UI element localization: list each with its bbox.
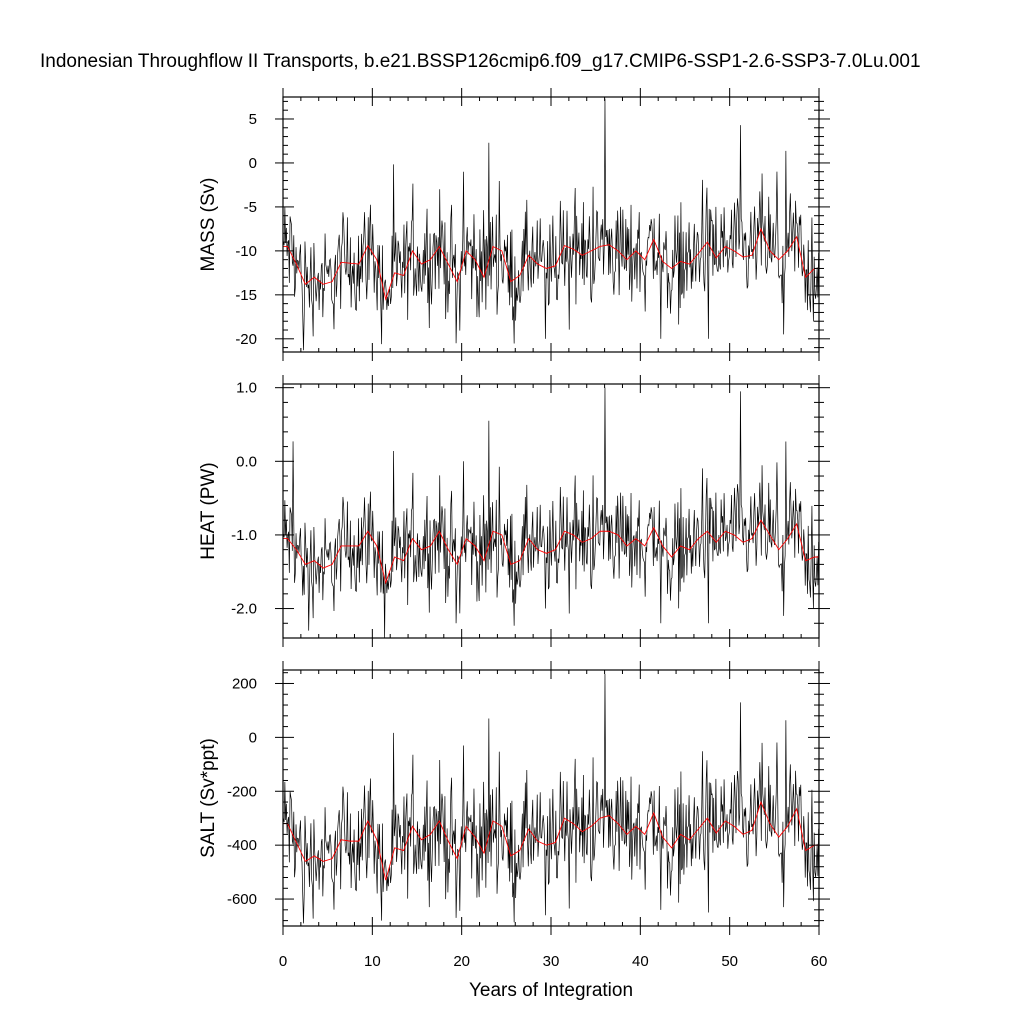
ytick-label-mass: 0 [249, 155, 257, 172]
ytick-label-heat: -2.0 [231, 601, 257, 618]
series-annual-mean-salt [283, 800, 819, 881]
xtick-label: 50 [721, 953, 738, 970]
xtick-label: 10 [364, 953, 381, 970]
ytick-label-salt: -200 [227, 783, 257, 800]
series-monthly-mass [283, 98, 819, 351]
series-annual-mean-mass [283, 227, 819, 301]
x-axis-label: Years of Integration [469, 980, 633, 1001]
panel-mass: 5 0 -5 -10 -15 -20 MASS (Sv) [198, 88, 830, 361]
xtick-label: 60 [811, 953, 828, 970]
ytick-label-salt: -400 [227, 837, 257, 854]
y-axis-label-salt: SALT (Sv*ppt) [198, 738, 219, 858]
ytick-label-heat: 0.0 [236, 453, 257, 470]
xtick-label: 40 [632, 953, 649, 970]
series-monthly-salt [283, 674, 819, 924]
ytick-label-salt: -600 [227, 891, 257, 908]
panel-salt: 200 0 -200 -400 -600 SALT (Sv*ppt) 0 10 20 30 40 50… [198, 661, 830, 970]
ytick-label-mass: -20 [235, 331, 257, 348]
ytick-label-salt: 0 [249, 729, 257, 746]
xtick-label: 20 [453, 953, 470, 970]
series-monthly-heat [283, 387, 819, 638]
ytick-label-mass: -5 [244, 199, 257, 216]
ytick-label-salt: 200 [232, 675, 257, 692]
xtick-label: 30 [543, 953, 560, 970]
chart-title: Indonesian Throughflow II Transports, b.… [40, 51, 921, 72]
ytick-label-mass: -10 [235, 243, 257, 260]
ytick-label-heat: -1.0 [231, 527, 257, 544]
y-axis-label-mass: MASS (Sv) [198, 178, 219, 272]
ytick-label-mass: -15 [235, 287, 257, 304]
xtick-label: 0 [279, 953, 287, 970]
ytick-label-heat: 1.0 [236, 380, 257, 397]
ytick-label-mass: 5 [249, 111, 257, 128]
y-axis-label-heat: HEAT (PW) [198, 462, 219, 559]
series-annual-mean-heat [283, 519, 819, 585]
panel-heat: 1.0 0.0 -1.0 -2.0 HEAT (PW) [198, 375, 830, 647]
